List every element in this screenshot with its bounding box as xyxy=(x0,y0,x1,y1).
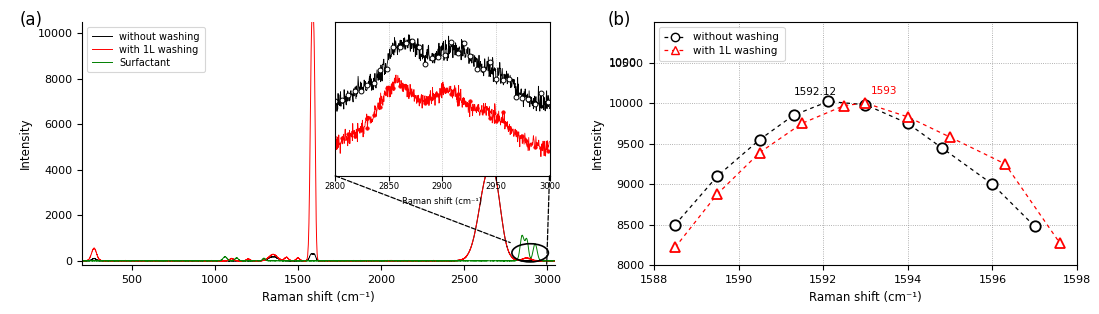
X-axis label: Raman shift (cm⁻¹): Raman shift (cm⁻¹) xyxy=(263,291,375,304)
with 1L washing xyxy=(100,259,113,263)
with 1L washing xyxy=(76,259,89,263)
with 1L washing xyxy=(452,259,465,263)
Text: (a): (a) xyxy=(20,11,43,29)
without washing xyxy=(426,259,440,263)
Legend: without washing, with 1L washing, Surfactant: without washing, with 1L washing, Surfac… xyxy=(87,27,204,73)
Line: Surfactant: Surfactant xyxy=(82,235,555,261)
with 1L washing xyxy=(180,259,193,263)
with 1L washing xyxy=(356,259,369,263)
without washing xyxy=(376,259,389,263)
Text: 1000: 1000 xyxy=(609,57,637,68)
Surfactant xyxy=(247,259,260,263)
Text: 1593: 1593 xyxy=(872,86,898,96)
Surfactant xyxy=(100,259,113,263)
with 1L washing xyxy=(548,259,562,263)
Y-axis label: Intensity: Intensity xyxy=(590,118,603,170)
Surfactant xyxy=(426,259,440,263)
X-axis label: Raman shift (cm⁻¹): Raman shift (cm⁻¹) xyxy=(809,291,922,304)
Y-axis label: Intensity: Intensity xyxy=(19,118,32,170)
without washing xyxy=(525,259,539,263)
X-axis label: Raman shift (cm⁻¹): Raman shift (cm⁻¹) xyxy=(402,197,482,206)
without washing xyxy=(452,259,465,263)
Surfactant xyxy=(76,259,89,263)
Surfactant xyxy=(355,259,368,263)
Surfactant xyxy=(376,259,389,263)
without washing xyxy=(100,259,113,263)
Text: 1592.12: 1592.12 xyxy=(793,87,837,97)
Legend: without washing, with 1L washing: without washing, with 1L washing xyxy=(659,27,785,61)
Surfactant xyxy=(548,259,562,263)
Surfactant xyxy=(515,233,529,237)
without washing xyxy=(76,259,89,263)
without washing xyxy=(548,259,562,263)
with 1L washing xyxy=(426,259,440,263)
with 1L washing xyxy=(376,259,389,263)
without washing xyxy=(485,164,498,168)
without washing xyxy=(355,259,368,263)
with 1L washing xyxy=(247,259,260,263)
Surfactant xyxy=(452,259,465,263)
without washing xyxy=(247,259,260,263)
Text: (b): (b) xyxy=(608,11,631,29)
Line: without washing: without washing xyxy=(82,166,555,261)
Line: with 1L washing: with 1L washing xyxy=(82,13,555,261)
Surfactant xyxy=(293,259,307,263)
with 1L washing xyxy=(306,11,319,14)
